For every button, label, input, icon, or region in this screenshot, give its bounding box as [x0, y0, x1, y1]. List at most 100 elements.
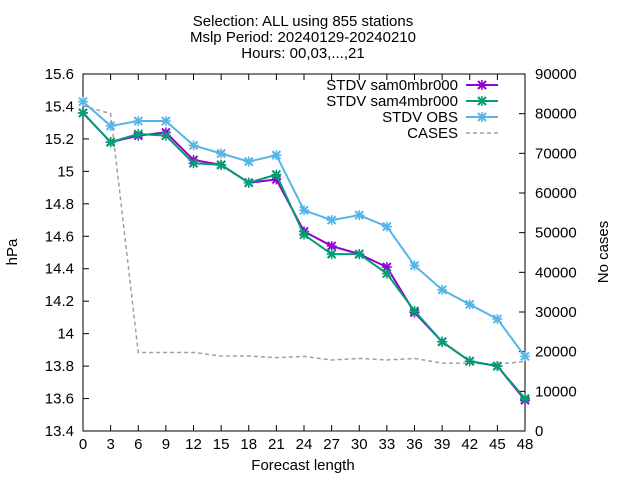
y2-tick-label: 10000	[535, 383, 577, 400]
data-point-stdv-sam4mbr000	[243, 177, 254, 188]
x-tick-label: 0	[79, 436, 87, 453]
data-point-stdv-sam4mbr000	[464, 356, 475, 367]
series-stdv-obs	[78, 96, 530, 362]
data-point-stdv-obs	[299, 205, 309, 216]
data-point-stdv-sam4mbr000	[326, 249, 337, 260]
x-tick-label: 42	[461, 436, 478, 453]
series-stdv-sam4mbr000	[78, 107, 530, 404]
legend-marker	[477, 112, 487, 122]
y-tick-label: 14.8	[45, 196, 74, 213]
x-tick-label: 9	[162, 436, 170, 453]
data-point-stdv-obs	[188, 140, 199, 151]
y2-tick-label: 80000	[535, 106, 577, 123]
x-tick-label: 21	[268, 436, 285, 453]
data-point-stdv-obs	[520, 351, 530, 362]
x-tick-label: 30	[351, 436, 368, 453]
data-point-stdv-sam4mbr000	[78, 107, 88, 118]
x-tick-label: 39	[434, 436, 451, 453]
legend-marker	[477, 96, 487, 106]
y2-tick-label: 30000	[535, 304, 577, 321]
data-point-stdv-obs	[243, 156, 254, 167]
series-layer	[78, 96, 530, 406]
legend-label: STDV sam0mbr000	[326, 77, 458, 94]
x-tick-label: 3	[106, 436, 114, 453]
y2-tick-label: 0	[535, 423, 543, 440]
legend-label: CASES	[407, 125, 458, 142]
x-tick-label: 27	[323, 436, 340, 453]
plot-frame	[82, 73, 526, 432]
legend-item-stdv-obs: STDV OBS	[382, 109, 498, 126]
y2-tick-label: 20000	[535, 344, 577, 361]
y-axis-label: hPa	[4, 238, 21, 265]
y2-tick-label: 40000	[535, 264, 577, 281]
data-point-stdv-sam4mbr000	[409, 305, 420, 316]
y2-tick-label: 90000	[535, 66, 577, 83]
y2-tick-label: 50000	[535, 225, 577, 242]
data-point-stdv-sam4mbr000	[216, 159, 227, 170]
data-point-stdv-obs	[381, 221, 392, 232]
data-point-stdv-sam4mbr000	[381, 268, 392, 279]
y-tick-label: 14	[57, 326, 74, 343]
data-point-stdv-obs	[160, 116, 171, 127]
x-tick-label: 18	[240, 436, 257, 453]
y-tick-label: 14.2	[45, 293, 74, 310]
data-point-stdv-obs	[271, 150, 282, 161]
y-tick-label: 13.8	[45, 358, 74, 375]
y2-axis-label: No cases	[595, 221, 612, 284]
data-point-stdv-sam4mbr000	[520, 393, 530, 404]
data-point-stdv-obs	[492, 314, 503, 325]
y-tick-label: 15.6	[45, 66, 74, 83]
x-tick-label: 24	[296, 436, 313, 453]
y-tick-label: 15.2	[45, 131, 74, 148]
x-tick-label: 12	[185, 436, 202, 453]
chart-title: Selection: ALL using 855 stations Mslp P…	[190, 13, 416, 62]
title-line-2: Mslp Period: 20240129-20240210	[190, 29, 416, 46]
y2-tick-label: 70000	[535, 145, 577, 162]
y-tick-label: 13.6	[45, 391, 74, 408]
legend-label: STDV sam4mbr000	[326, 93, 458, 110]
legend-item-stdv-sam0mbr000: STDV sam0mbr000	[326, 77, 498, 94]
x-tick-label: 45	[489, 436, 506, 453]
legend-marker	[477, 80, 487, 90]
series-line-cases	[82, 105, 526, 365]
data-point-stdv-sam4mbr000	[437, 336, 448, 347]
y-tick-label: 14.6	[45, 228, 74, 245]
y2-tick-label: 60000	[535, 185, 577, 202]
data-point-stdv-obs	[354, 210, 365, 221]
data-point-stdv-obs	[216, 148, 227, 159]
x-tick-label: 6	[134, 436, 142, 453]
data-point-stdv-sam4mbr000	[133, 129, 144, 140]
data-point-stdv-obs	[464, 299, 475, 310]
y-tick-label: 13.4	[45, 423, 74, 440]
x-axis-label: Forecast length	[251, 457, 354, 474]
data-point-stdv-sam4mbr000	[188, 158, 199, 169]
y-tick-label: 15	[57, 163, 74, 180]
data-point-stdv-sam4mbr000	[105, 137, 116, 148]
data-point-stdv-obs	[326, 215, 337, 226]
x-tick-label: 48	[517, 436, 534, 453]
x-tick-label: 15	[213, 436, 230, 453]
title-line-3: Hours: 00,03,...,21	[241, 45, 364, 62]
data-point-stdv-obs	[78, 96, 88, 107]
data-point-stdv-obs	[409, 260, 420, 271]
data-point-stdv-obs	[105, 120, 116, 131]
x-tick-label: 36	[406, 436, 423, 453]
legend-item-cases: CASES	[407, 125, 498, 142]
series-stdv-sam0mbr000	[78, 107, 530, 406]
title-line-1: Selection: ALL using 855 stations	[193, 13, 413, 30]
data-point-stdv-obs	[133, 116, 144, 127]
legend-item-stdv-sam4mbr000: STDV sam4mbr000	[326, 93, 498, 110]
y-tick-label: 14.4	[45, 261, 74, 278]
data-point-stdv-sam4mbr000	[160, 130, 171, 141]
data-point-stdv-sam4mbr000	[299, 229, 309, 240]
legend-label: STDV OBS	[382, 109, 458, 126]
data-point-stdv-sam4mbr000	[354, 249, 365, 260]
data-point-stdv-sam4mbr000	[271, 169, 282, 180]
series-cases	[82, 105, 526, 365]
axis-ticks: 0 3 6 9 12 15 18 21 24 27 30 33 36 39 42 45 4813.413.613…	[45, 66, 577, 453]
y-tick-label: 15.4	[45, 98, 74, 115]
x-tick-label: 33	[379, 436, 396, 453]
data-point-stdv-obs	[437, 284, 448, 295]
